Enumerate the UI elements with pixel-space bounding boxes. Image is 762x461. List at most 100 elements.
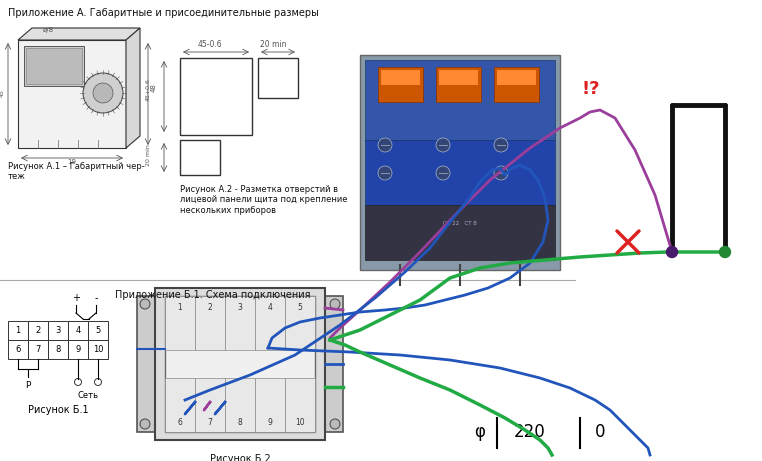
- Text: ø/8: ø/8: [43, 27, 53, 33]
- Circle shape: [494, 138, 508, 152]
- Bar: [48, 340, 68, 359]
- Text: 220: 220: [514, 423, 546, 441]
- Bar: [195, 378, 225, 432]
- Circle shape: [330, 299, 340, 309]
- Text: 19: 19: [68, 159, 76, 165]
- Circle shape: [93, 83, 113, 103]
- Circle shape: [94, 378, 101, 385]
- Text: 9: 9: [267, 418, 273, 427]
- Text: Сеть: Сеть: [78, 391, 98, 400]
- Text: 10: 10: [93, 345, 103, 354]
- Text: !?: !?: [582, 80, 600, 98]
- Text: +: +: [72, 293, 80, 303]
- Text: CR 22   CT 8: CR 22 CT 8: [443, 221, 477, 226]
- Bar: [48, 321, 68, 340]
- Bar: [8, 321, 28, 340]
- Bar: [8, 340, 28, 359]
- Text: 1: 1: [15, 326, 21, 335]
- Polygon shape: [18, 28, 140, 40]
- Text: 45: 45: [0, 89, 5, 97]
- Bar: [255, 378, 285, 432]
- Bar: [365, 60, 555, 140]
- Bar: [285, 378, 315, 432]
- Bar: [225, 378, 255, 432]
- Text: 4: 4: [75, 326, 81, 335]
- Circle shape: [719, 247, 731, 258]
- Circle shape: [494, 166, 508, 180]
- Bar: [88, 340, 108, 359]
- Bar: [68, 321, 88, 340]
- Text: Рисунок А.1 – Габаритный чер-
теж: Рисунок А.1 – Габаритный чер- теж: [8, 162, 145, 181]
- Bar: [165, 296, 195, 350]
- Bar: [378, 67, 423, 102]
- Bar: [18, 40, 126, 148]
- Text: 3: 3: [238, 303, 242, 312]
- Text: Приложение А. Габаритные и присоединительные размеры: Приложение А. Габаритные и присоединител…: [8, 8, 319, 18]
- Circle shape: [140, 299, 150, 309]
- Text: 3: 3: [56, 326, 61, 335]
- Text: Рисунок А.2 - Разметка отверстий в
лицевой панели щита под крепление
нескольких : Рисунок А.2 - Разметка отверстий в лицев…: [180, 185, 347, 215]
- Bar: [255, 296, 285, 350]
- Bar: [494, 67, 539, 102]
- Text: φ: φ: [475, 423, 485, 441]
- Bar: [180, 140, 220, 175]
- Bar: [365, 205, 555, 260]
- Bar: [165, 378, 195, 432]
- Circle shape: [140, 419, 150, 429]
- Circle shape: [83, 73, 123, 113]
- Circle shape: [75, 378, 82, 385]
- Text: 20 min: 20 min: [146, 144, 151, 166]
- Bar: [68, 340, 88, 359]
- Bar: [24, 46, 84, 86]
- Text: 8: 8: [238, 418, 242, 427]
- Bar: [26, 48, 82, 84]
- Text: 2: 2: [35, 326, 40, 335]
- Bar: [28, 340, 48, 359]
- Circle shape: [436, 166, 450, 180]
- Bar: [285, 296, 315, 350]
- Bar: [258, 58, 298, 98]
- Bar: [155, 288, 325, 440]
- Text: Приложение Б.1. Схема подключения: Приложение Б.1. Схема подключения: [115, 290, 310, 300]
- Circle shape: [378, 166, 392, 180]
- Text: 2: 2: [207, 303, 213, 312]
- Bar: [88, 321, 108, 340]
- Text: 45+0.6: 45+0.6: [146, 78, 151, 101]
- Text: 8: 8: [56, 345, 61, 354]
- Text: 48: 48: [151, 83, 157, 93]
- Polygon shape: [126, 28, 140, 148]
- Bar: [165, 296, 315, 432]
- Text: -: -: [94, 293, 98, 303]
- Bar: [225, 296, 255, 350]
- Circle shape: [667, 247, 677, 258]
- Text: 6: 6: [178, 418, 182, 427]
- Text: 20 min: 20 min: [260, 40, 287, 49]
- Text: 5: 5: [298, 303, 303, 312]
- Bar: [497, 70, 536, 85]
- Text: 9: 9: [75, 345, 81, 354]
- Text: Рисунок Б.2: Рисунок Б.2: [210, 454, 271, 461]
- Text: 0: 0: [595, 423, 605, 441]
- Circle shape: [378, 138, 392, 152]
- Bar: [137, 296, 343, 432]
- Text: Р: Р: [25, 381, 30, 390]
- Text: 1: 1: [178, 303, 182, 312]
- Text: 4: 4: [267, 303, 273, 312]
- Bar: [180, 58, 252, 135]
- Bar: [381, 70, 420, 85]
- Text: 5: 5: [95, 326, 101, 335]
- Bar: [365, 140, 555, 205]
- Text: 7: 7: [207, 418, 213, 427]
- Text: Рисунок Б.1: Рисунок Б.1: [27, 405, 88, 415]
- Circle shape: [436, 138, 450, 152]
- Bar: [195, 296, 225, 350]
- Bar: [360, 55, 560, 270]
- Bar: [439, 70, 478, 85]
- Text: 10: 10: [295, 418, 305, 427]
- Text: 7: 7: [35, 345, 40, 354]
- Text: 6: 6: [15, 345, 21, 354]
- Text: 45-0.6: 45-0.6: [198, 40, 223, 49]
- Bar: [28, 321, 48, 340]
- Circle shape: [330, 419, 340, 429]
- Bar: [436, 67, 481, 102]
